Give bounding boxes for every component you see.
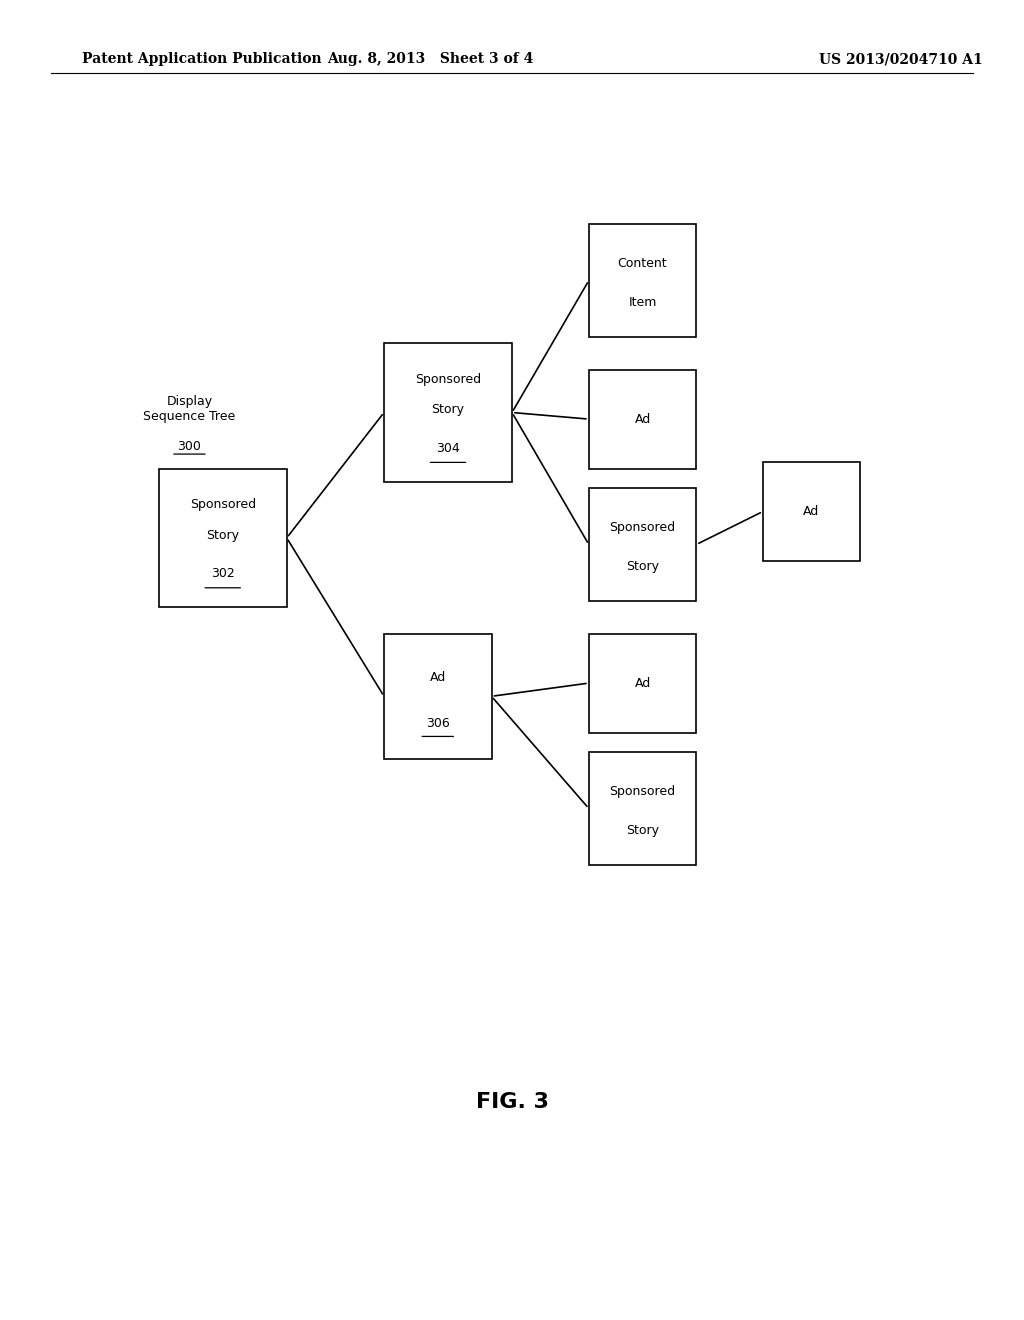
FancyBboxPatch shape — [589, 370, 696, 469]
Text: Sponsored: Sponsored — [415, 372, 481, 385]
FancyBboxPatch shape — [589, 634, 696, 733]
Text: Sponsored: Sponsored — [609, 521, 676, 535]
Text: Story: Story — [626, 561, 659, 573]
Text: Patent Application Publication: Patent Application Publication — [82, 53, 322, 66]
Text: Story: Story — [206, 528, 240, 541]
FancyBboxPatch shape — [589, 224, 696, 337]
Text: Ad: Ad — [804, 506, 819, 517]
Text: Sponsored: Sponsored — [189, 498, 256, 511]
Text: 300: 300 — [177, 440, 202, 453]
FancyBboxPatch shape — [589, 752, 696, 865]
Text: 302: 302 — [211, 568, 234, 581]
Text: Item: Item — [629, 297, 656, 309]
Text: Aug. 8, 2013   Sheet 3 of 4: Aug. 8, 2013 Sheet 3 of 4 — [327, 53, 534, 66]
Text: Ad: Ad — [430, 671, 445, 684]
FancyBboxPatch shape — [384, 343, 512, 482]
FancyBboxPatch shape — [589, 488, 696, 601]
Text: Sponsored: Sponsored — [609, 785, 676, 799]
Text: 306: 306 — [426, 717, 450, 730]
Text: Ad: Ad — [635, 413, 650, 425]
FancyBboxPatch shape — [763, 462, 860, 561]
Text: FIG. 3: FIG. 3 — [475, 1092, 549, 1113]
Text: 304: 304 — [436, 442, 460, 455]
Text: Story: Story — [431, 403, 465, 416]
Text: Display
Sequence Tree: Display Sequence Tree — [143, 395, 236, 424]
FancyBboxPatch shape — [384, 634, 492, 759]
Text: Content: Content — [617, 257, 668, 271]
Text: Ad: Ad — [635, 677, 650, 689]
FancyBboxPatch shape — [159, 469, 287, 607]
Text: US 2013/0204710 A1: US 2013/0204710 A1 — [819, 53, 983, 66]
Text: Story: Story — [626, 825, 659, 837]
